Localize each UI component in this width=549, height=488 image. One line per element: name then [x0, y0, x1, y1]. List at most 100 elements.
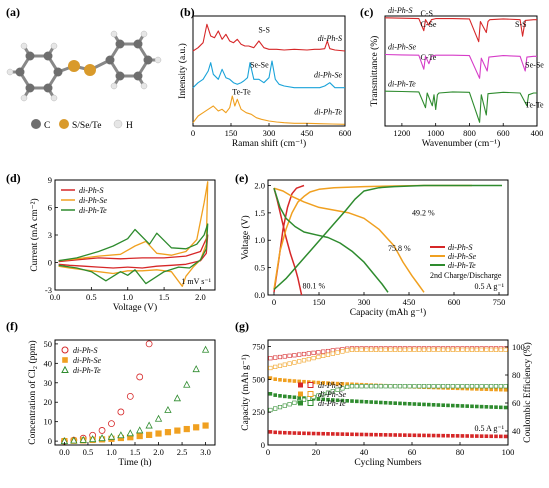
capacity-point-di-ph-se	[455, 386, 460, 391]
capacity-point-di-ph-te	[460, 404, 465, 408]
ce-point-di-ph-te	[445, 384, 451, 389]
capacity-point-di-ph-se	[499, 387, 503, 392]
cl2-point-di-ph-s	[136, 373, 144, 381]
cycling-y2-tick-label: 100	[512, 342, 525, 352]
ce-point-di-ph-se	[455, 347, 460, 352]
carbon-atom	[115, 39, 125, 49]
panel-c-ftir: di-Ph-S di-Ph-Se di-Ph-Te 1200 1000 800 600 400…	[369, 6, 544, 149]
ce-point-di-ph-se	[282, 362, 287, 367]
molecule-diagram: C S/Se/Te H	[6, 30, 162, 131]
ce-point-di-ph-te	[316, 393, 321, 398]
capacity-point-di-ph-se	[302, 379, 306, 384]
capacity-point-di-ph-s	[446, 433, 450, 438]
capacity-point-di-ph-s	[494, 434, 498, 439]
capacity-point-di-ph-s	[489, 434, 493, 439]
raman-x-tick-label: 300	[263, 128, 276, 138]
ce-point-di-ph-se	[306, 357, 311, 362]
cv-legend-label: di-Ph-Se	[79, 196, 107, 205]
ce-point-di-ph-se	[321, 353, 326, 358]
ce-point-di-ph-se	[364, 347, 369, 352]
right-phenyl-ring	[108, 42, 150, 78]
gcd-x-tick-label: 150	[313, 297, 326, 307]
ce-point-di-ph-te	[340, 386, 345, 391]
cycling-legend-label: di-Ph-Te	[318, 399, 346, 408]
capacity-point-di-ph-s	[302, 431, 306, 436]
ce-point-di-ph-te	[474, 384, 479, 389]
capacity-point-di-ph-te	[470, 404, 474, 409]
panel-label-c: (c)	[360, 5, 373, 19]
ce-point-di-ph-te	[306, 396, 311, 401]
hydrogen-atom	[110, 82, 118, 90]
cl2-legend-label: di-Ph-Se	[73, 356, 101, 365]
cv-legend-label: di-Ph-S	[79, 186, 103, 195]
ftir-band-annotation: Te-Te	[525, 101, 544, 110]
hydrogen-atom	[20, 94, 28, 102]
raman-x-tick-label: 450	[301, 128, 314, 138]
capacity-point-di-ph-se	[287, 378, 292, 383]
ce-point-di-ph-se	[330, 351, 335, 356]
capacity-point-di-ph-s	[321, 431, 325, 436]
capacity-point-di-ph-se	[273, 377, 277, 381]
ce-point-di-ph-s	[273, 355, 278, 360]
gcd-y-tick-label: 2.0	[254, 180, 265, 190]
capacity-point-di-ph-se	[335, 381, 340, 386]
capacity-point-di-ph-s	[412, 433, 417, 438]
capacity-point-di-ph-s	[331, 432, 335, 436]
ce-point-di-ph-te	[407, 384, 412, 389]
capacity-point-di-ph-s	[292, 431, 297, 435]
cycling-y2-tick-label: 60	[512, 398, 521, 408]
cl2-point-di-ph-te	[164, 405, 172, 413]
raman-series-label: di-Ph-Te	[314, 107, 342, 116]
capacity-point-di-ph-s	[383, 433, 388, 437]
capacity-point-di-ph-s	[470, 434, 474, 438]
capacity-point-di-ph-te	[268, 392, 273, 396]
capacity-point-di-ph-s	[345, 432, 349, 437]
ce-point-di-ph-te	[287, 402, 292, 407]
capacity-point-di-ph-se	[326, 381, 330, 385]
capacity-point-di-ph-te	[388, 401, 393, 405]
ce-point-di-ph-s	[268, 356, 273, 361]
carbon-atom	[143, 55, 153, 65]
raman-x-tick-label: 600	[339, 128, 352, 138]
ce-point-di-ph-se	[325, 352, 331, 357]
gcd-y-tick-label: 1.0	[254, 235, 265, 245]
capacity-point-di-ph-s	[297, 431, 301, 435]
ftir-x-tick-label: 400	[531, 128, 544, 138]
cl2-point-di-ph-s	[145, 340, 153, 348]
ftir-y-axis-label: Transmittance (%)	[369, 36, 380, 107]
left-phenyl-ring	[18, 54, 60, 90]
cl2-x-tick-label: 1.5	[130, 447, 141, 457]
cl2-point-di-ph-te	[98, 434, 106, 442]
capacity-point-di-ph-s	[465, 434, 469, 438]
capacity-point-di-ph-s	[369, 432, 373, 437]
ce-point-di-ph-se	[479, 347, 484, 352]
ce-point-di-ph-se	[345, 348, 350, 353]
ce-point-di-ph-te	[330, 389, 335, 394]
ce-point-di-ph-te	[349, 384, 355, 389]
cl2-point-di-ph-te	[79, 435, 87, 443]
capacity-point-di-ph-s	[311, 431, 316, 436]
cycling-y-axis-label: Capacity (mAh g⁻¹)	[240, 354, 251, 430]
ce-point-di-ph-se	[354, 347, 359, 352]
cl2-point-di-ph-te	[154, 414, 163, 422]
panel-label-e: (e)	[235, 171, 248, 185]
capacity-point-di-ph-te	[355, 399, 359, 404]
ftir-x-tick-label: 1000	[427, 128, 444, 138]
capacity-point-di-ph-te	[278, 394, 282, 398]
ce-point-di-ph-te	[450, 384, 455, 389]
cl2-point-di-ph-te	[70, 436, 78, 444]
capacity-point-di-ph-s	[451, 433, 455, 438]
cycling-y2-tick-label: 80	[512, 370, 521, 380]
capacity-point-di-ph-s	[350, 432, 354, 437]
hydrogen-atom	[140, 82, 148, 90]
cl2-point-di-ph-te	[126, 429, 134, 437]
carbon-atom	[43, 83, 53, 93]
ftir-band-annotation: C-Se	[420, 20, 436, 29]
ce-point-di-ph-te	[465, 384, 470, 389]
cl2-point-di-ph-se	[193, 424, 200, 431]
cycling-x-tick-label: 0	[266, 447, 270, 457]
cycling-current-density: 0.5 A g⁻¹	[474, 424, 504, 433]
raman-series-label: di-Ph-S	[318, 34, 342, 43]
ce-point-di-ph-s	[321, 349, 326, 354]
ce-point-di-ph-se	[417, 347, 422, 352]
